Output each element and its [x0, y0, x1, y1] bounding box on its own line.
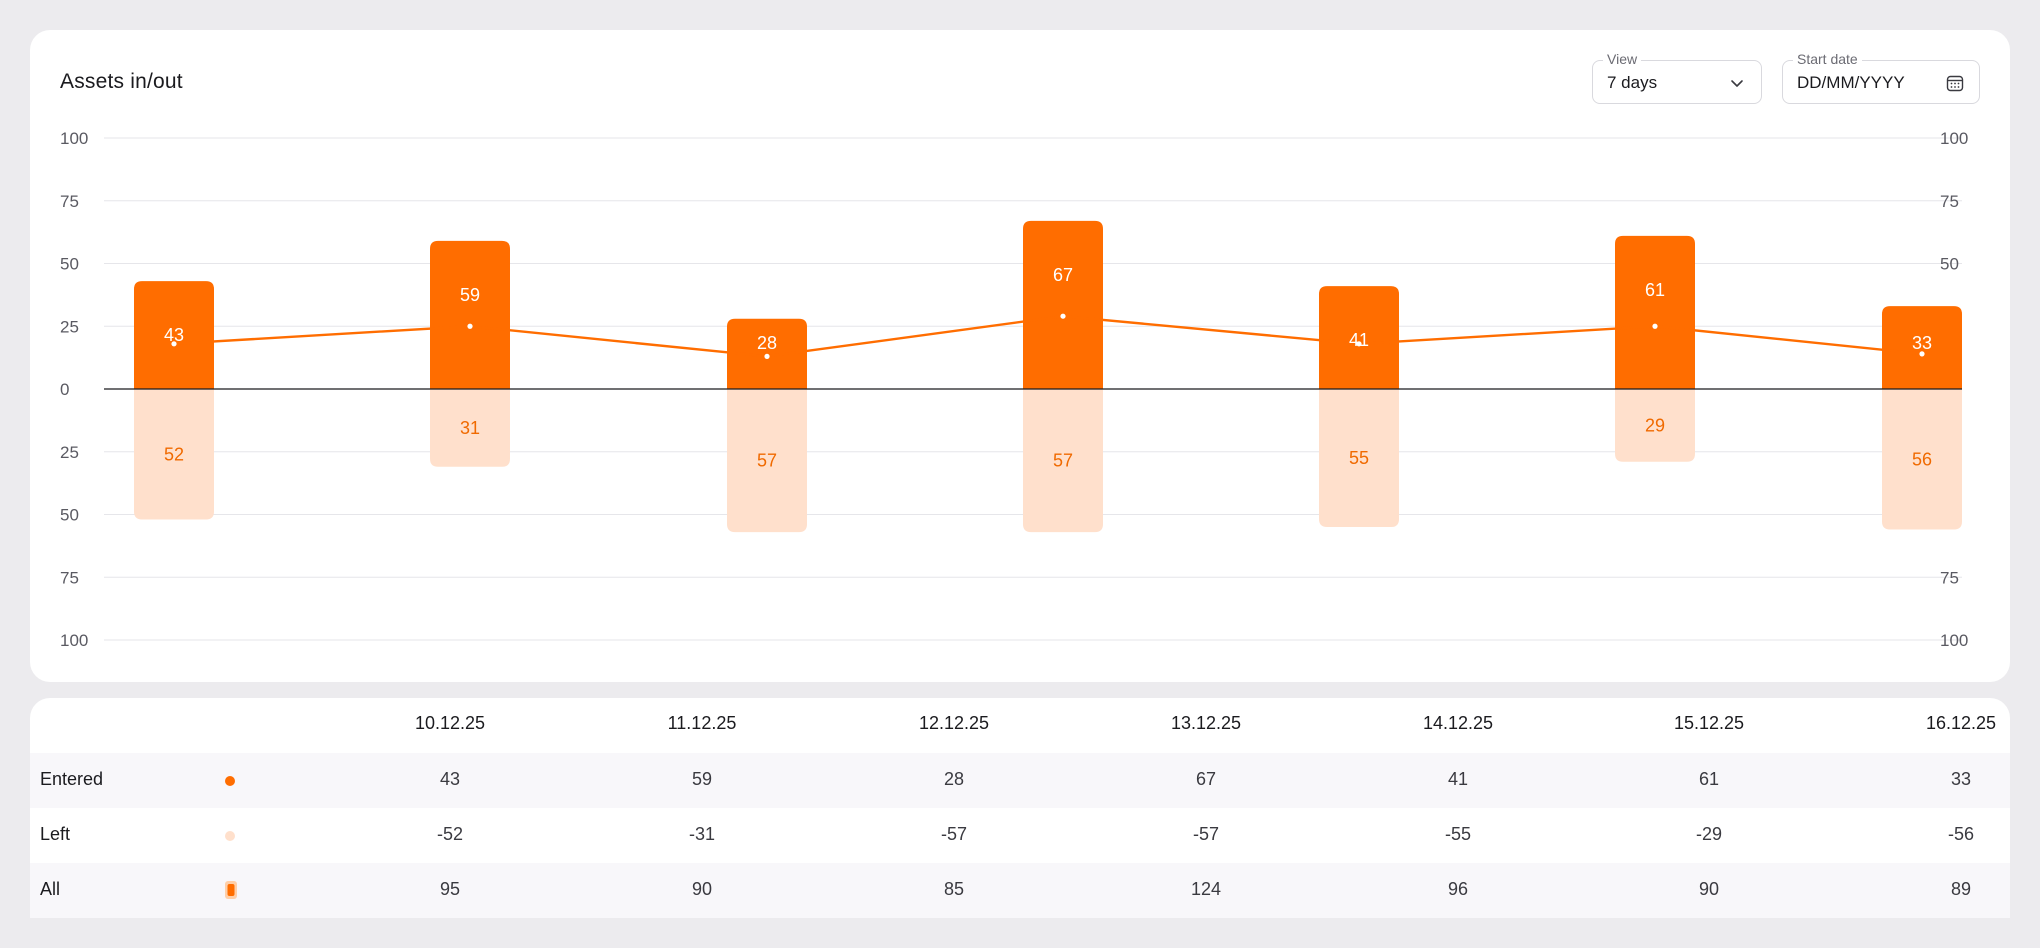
left-value-label: 57: [1053, 451, 1073, 471]
row-label: Left: [40, 824, 71, 844]
y-tick-label-right: 100: [1940, 129, 1968, 148]
y-tick-label-left: 50: [60, 506, 79, 525]
left-bar: [1882, 389, 1962, 530]
trend-point: [467, 323, 473, 329]
table-row-left: Left -52 -31 -57 -57 -55 -29 -56: [30, 808, 2010, 863]
column-header: 16.12.25: [1925, 713, 1997, 733]
column-header: 11.12.25: [667, 713, 737, 733]
table-cell: -55: [1444, 824, 1471, 844]
entered-bar: [134, 281, 214, 389]
trend-point: [171, 341, 177, 347]
table-cell: 90: [691, 879, 713, 899]
table-cell: -56: [1947, 824, 1974, 844]
y-tick-label-left: 25: [60, 317, 79, 336]
trend-point: [1652, 323, 1658, 329]
entered-bar: [430, 240, 510, 389]
column-header: 13.12.25: [1170, 713, 1242, 733]
entered-bar: [1319, 286, 1399, 389]
entered-value-label: 41: [1349, 330, 1369, 350]
entered-bar: [1023, 220, 1103, 389]
table-cell: 124: [1190, 879, 1222, 899]
start-date-label: Start date: [1793, 51, 1862, 67]
y-tick-label-left: 100: [60, 129, 88, 148]
chevron-down-icon: [1731, 80, 1743, 87]
y-tick-label-left: 50: [60, 255, 79, 274]
column-header: 14.12.25: [1422, 713, 1494, 733]
trend-point: [1919, 351, 1925, 357]
entered-value-label: 33: [1912, 333, 1932, 353]
view-label: View: [1603, 51, 1642, 67]
table-cell: -57: [940, 824, 967, 844]
table-row-entered: Entered 43 59 28 67 41 61 33: [30, 753, 2010, 808]
table-cell: -57: [1192, 824, 1219, 844]
table-cell: 90: [1698, 879, 1720, 899]
table-cell: 33: [1950, 769, 1972, 789]
y-tick-label-left: 100: [60, 631, 88, 650]
column-header: 12.12.25: [918, 713, 990, 733]
entered-value-label: 28: [757, 333, 777, 353]
column-header: 10.12.25: [414, 713, 486, 733]
entered-value-label: 43: [164, 325, 184, 345]
left-value-label: 56: [1912, 449, 1932, 469]
view-select[interactable]: View 7 days: [1592, 51, 1762, 104]
table-cell: -52: [436, 824, 463, 844]
view-value: 7 days: [1607, 73, 1658, 92]
row-label: Entered: [40, 769, 104, 789]
table-row-all: All 95 90 85 124 96 90 89: [30, 863, 2010, 918]
start-date-field[interactable]: Start date DD/MM/YYYY: [1782, 51, 1980, 104]
left-bar: [1615, 389, 1695, 462]
left-bar: [430, 389, 510, 467]
left-value-label: 31: [460, 418, 480, 438]
y-tick-label-left: 75: [60, 192, 79, 211]
row-label: All: [40, 879, 61, 899]
entered-value-label: 61: [1645, 280, 1665, 300]
left-bar: [1023, 389, 1103, 533]
table-cell: 43: [439, 769, 461, 789]
table-cell: 41: [1447, 769, 1469, 789]
y-tick-label-right: 100: [1940, 631, 1968, 650]
table-cell: 95: [439, 879, 461, 899]
y-tick-label-left: 25: [60, 443, 79, 462]
table-cell: 96: [1447, 879, 1469, 899]
table-cell: 28: [943, 769, 965, 789]
left-value-label: 29: [1645, 415, 1665, 435]
left-legend-dot: [225, 831, 235, 841]
calendar-icon[interactable]: [1945, 73, 1965, 93]
table-cell: 61: [1698, 769, 1720, 789]
y-tick-label-right: 75: [1940, 192, 1959, 211]
trend-point: [1356, 341, 1362, 347]
table-cell: 89: [1950, 879, 1972, 899]
y-tick-label-left: 75: [60, 568, 79, 587]
table-cell: -31: [688, 824, 715, 844]
table-cell: 85: [943, 879, 965, 899]
left-bar: [1319, 389, 1399, 528]
entered-bar: [1615, 235, 1695, 389]
trend-point: [1060, 313, 1066, 319]
entered-bar: [1882, 306, 1962, 389]
left-value-label: 55: [1349, 448, 1369, 468]
y-tick-label-right: 50: [1940, 255, 1959, 274]
left-bar: [134, 389, 214, 520]
y-tick-label-left: 0: [60, 380, 69, 399]
left-bar: [727, 389, 807, 533]
table-cell: 67: [1195, 769, 1217, 789]
all-legend-marker: [225, 881, 237, 899]
entered-legend-dot: [225, 776, 235, 786]
chart-title: Assets in/out: [60, 70, 183, 93]
entered-value-label: 59: [460, 285, 480, 305]
assets-chart: 1001007575505025250025255050757510010043…: [60, 129, 1968, 650]
column-header: 15.12.25: [1673, 713, 1745, 733]
table-cell: 59: [691, 769, 713, 789]
table-cell: -29: [1695, 824, 1722, 844]
entered-value-label: 67: [1053, 265, 1073, 285]
left-value-label: 57: [757, 451, 777, 471]
start-date-input[interactable]: DD/MM/YYYY: [1797, 73, 1905, 92]
y-tick-label-right: 75: [1940, 568, 1959, 587]
left-value-label: 52: [164, 444, 184, 464]
trend-point: [764, 353, 770, 359]
